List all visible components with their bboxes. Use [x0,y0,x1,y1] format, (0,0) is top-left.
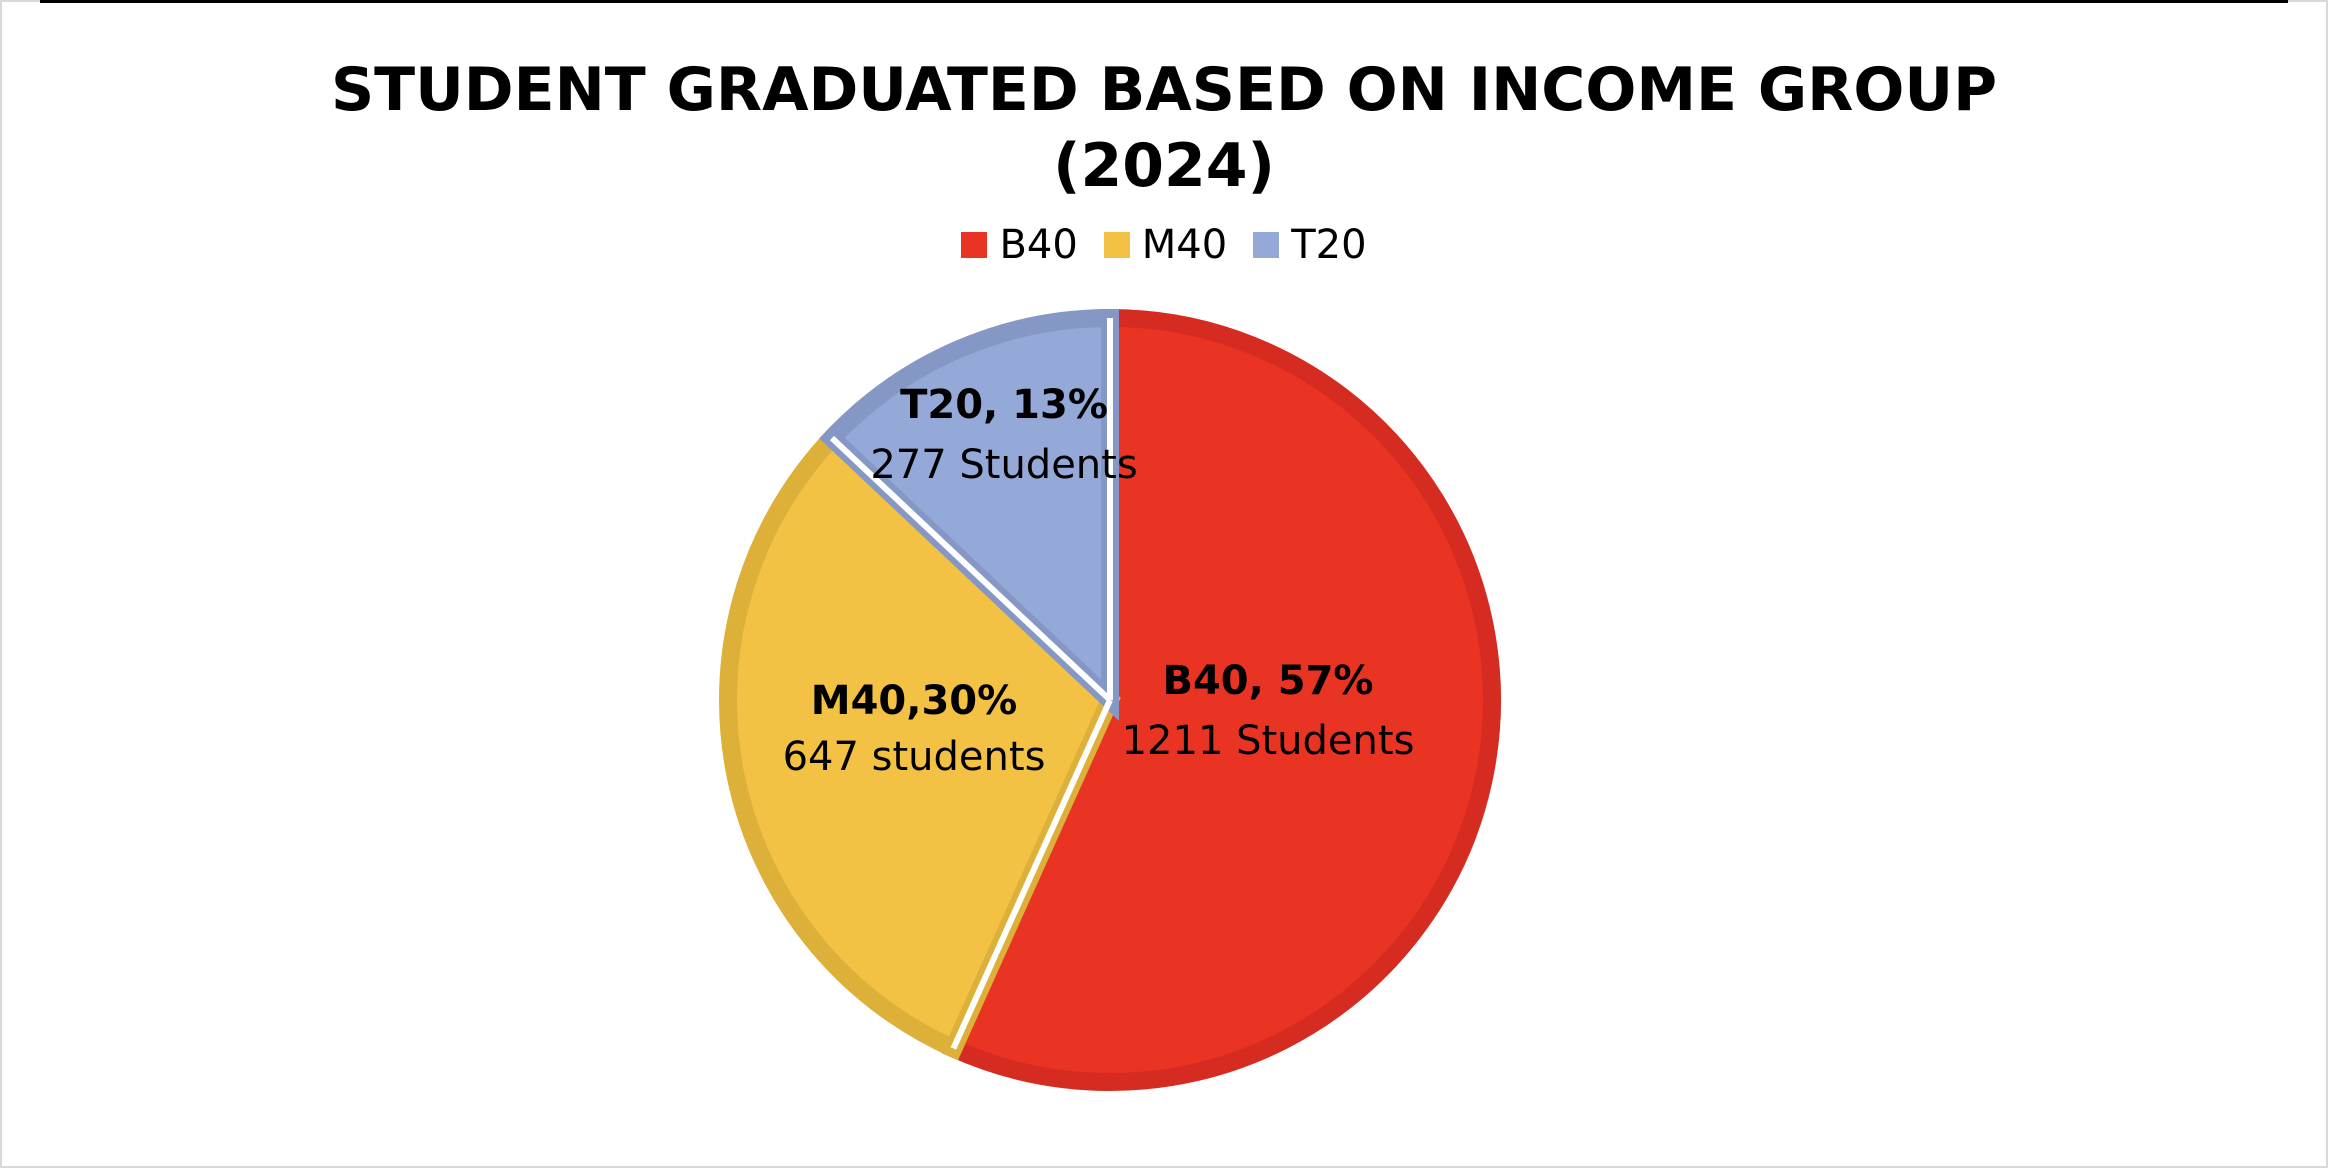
pie-slice-m40 [719,425,1121,1061]
slice-separator-m40 [950,698,1113,1050]
chart-title-line-1: STUDENT GRADUATED BASED ON INCOME GROUP [330,55,1998,125]
data-label-t20-percent: T20, 13% [900,382,1108,428]
data-label-b40-count: 1211 Students [1122,718,1415,764]
chart-title: STUDENT GRADUATED BASED ON INCOME GROUP … [0,52,2328,204]
slice-separator-t20 [829,435,1113,703]
legend-item-m40: M40 [1103,222,1228,268]
data-label-t20-count: 277 Students [870,442,1137,488]
legend-label-t20: T20 [1291,222,1367,268]
legend-swatch-m40 [1103,232,1130,258]
pie-slices [719,308,1501,1091]
data-label-m40-count: 647 students [783,734,1046,780]
chart-title-line-2: (2024) [1053,131,1275,201]
pie-slice-t20 [819,308,1119,721]
data-label-b40-percent: B40, 57% [1162,658,1373,704]
chart-legend: B40 M40 T20 [0,222,2328,268]
legend-swatch-t20 [1253,232,1280,258]
legend-label-m40: M40 [1141,222,1228,268]
data-label-m40-percent: M40,30% [811,678,1017,724]
top-border-line [40,0,2288,3]
pie-slice-b40 [941,308,1501,1091]
legend-swatch-b40 [961,232,988,258]
legend-item-b40: B40 [961,222,1078,268]
legend-item-t20: T20 [1253,222,1367,268]
legend-label-b40: B40 [999,222,1078,268]
